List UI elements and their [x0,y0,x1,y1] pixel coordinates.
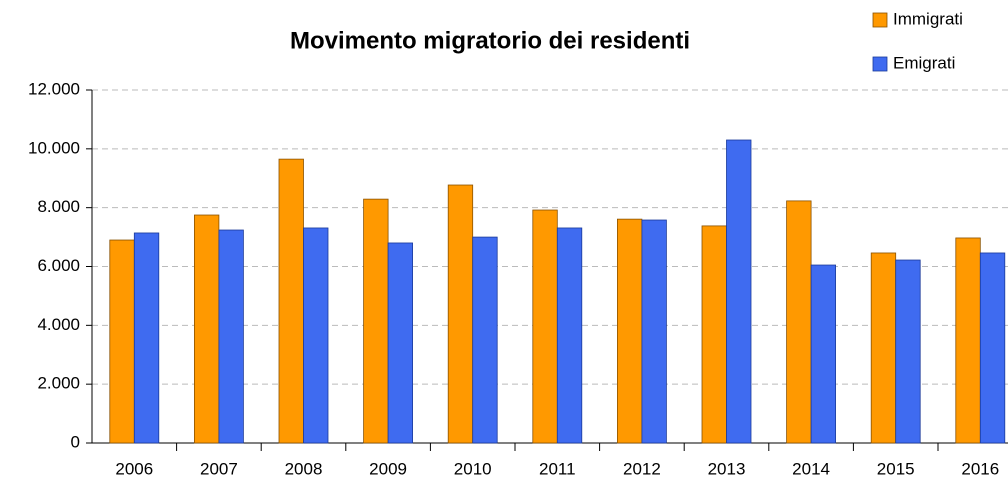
x-tick-label: 2009 [369,459,407,478]
bar [870,252,897,444]
bar [278,158,304,444]
legend-swatch [872,56,888,72]
x-tick-label: 2016 [961,459,999,478]
bar [556,227,583,444]
bar [387,242,414,444]
bar [895,259,921,444]
bar [979,252,1006,444]
bar [109,239,135,444]
y-tick-label: 0 [71,432,80,451]
y-tick-label: 6.000 [37,256,80,275]
x-tick-label: 2006 [115,459,153,478]
bar [218,229,244,444]
bar [363,198,389,444]
y-tick-label: 10.000 [28,138,80,157]
bar [810,264,836,444]
y-tick-label: 2.000 [37,374,80,393]
x-tick-label: 2014 [792,459,830,478]
legend-label: Immigrati [893,9,963,28]
x-tick-label: 2010 [454,459,492,478]
bar [641,219,667,444]
legend-swatch [872,12,888,28]
bar [617,218,643,444]
x-tick-label: 2008 [285,459,323,478]
x-tick-label: 2007 [200,459,238,478]
bar [447,184,474,444]
bar [472,236,498,444]
bar [303,227,329,444]
chart-title: Movimento migratorio dei residenti [290,27,690,54]
bar [726,139,752,444]
bar [133,232,160,444]
y-tick-label: 4.000 [37,315,80,334]
bar [532,209,558,444]
bar [786,200,812,444]
bar [193,214,220,444]
x-tick-label: 2011 [539,459,576,478]
bar [955,237,981,444]
bar [701,225,727,444]
legend-label: Emigrati [893,53,955,72]
x-tick-label: 2013 [708,459,746,478]
y-tick-label: 8.000 [37,197,80,216]
x-tick-label: 2015 [877,459,915,478]
x-tick-label: 2012 [623,459,661,478]
y-tick-label: 12.000 [28,79,80,98]
